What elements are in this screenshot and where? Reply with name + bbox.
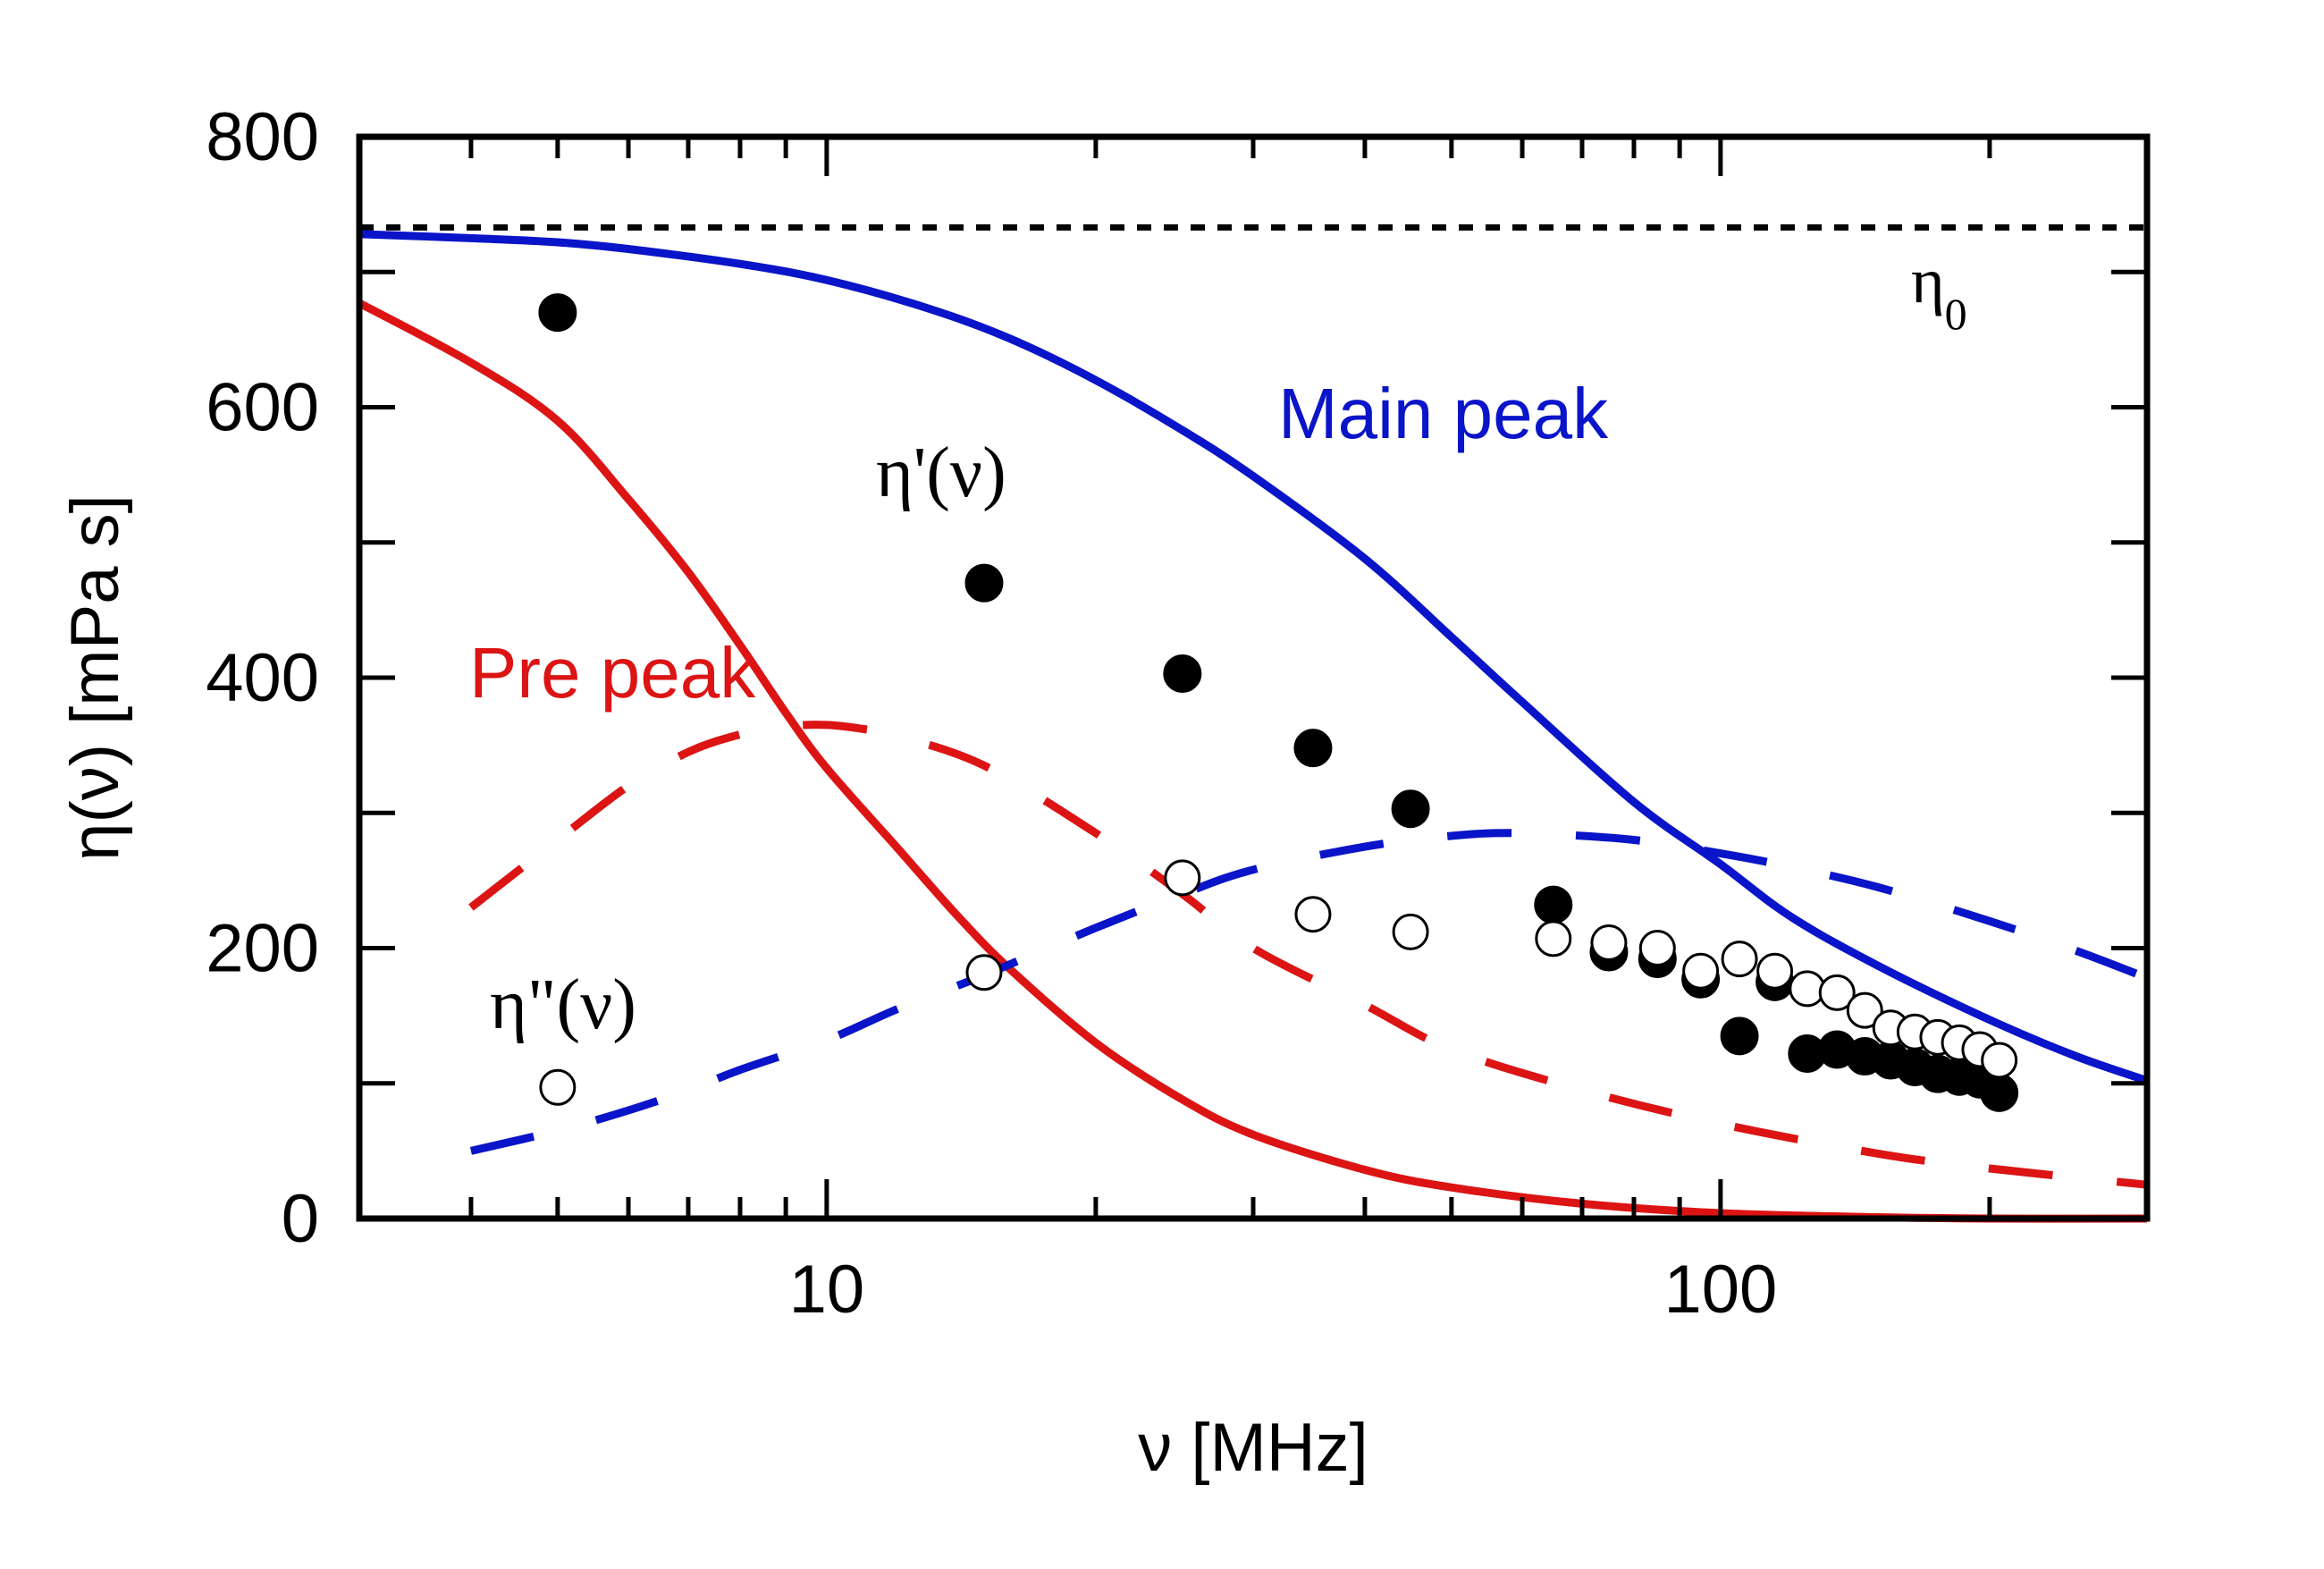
labels-layer: ν [MHz] η(ν) [mPa s] Main peak Pre peak … (57, 245, 1967, 1486)
eta-double-prime-point (1846, 991, 1883, 1029)
eta0-label: η0 (1911, 245, 1967, 339)
eta-double-prime-point (1756, 952, 1794, 990)
main-peak-label: Main peak (1278, 374, 1609, 453)
pre-peak-eta-prime-curve (357, 299, 2148, 1223)
points-layer (538, 293, 2019, 1112)
eta-double-prime-point (539, 1068, 577, 1106)
y-tick-label: 600 (206, 370, 319, 446)
eta-double-prime-point (1164, 859, 1201, 897)
eta-prime-point (1534, 885, 1573, 924)
eta-prime-point (1391, 789, 1430, 829)
eta-double-prime-point (965, 954, 1003, 991)
pre-peak-eta-double-prime-curve (468, 721, 2148, 1189)
eta-double-prime-point (1294, 896, 1332, 933)
eta-double-prime-point (1392, 913, 1429, 950)
eta-prime-point (964, 563, 1004, 603)
x-axis-label: ν [MHz] (1138, 1410, 1368, 1486)
y-tick-label: 400 (206, 640, 319, 716)
eta-prime-point (1980, 1073, 2019, 1112)
y-tick-label: 0 (282, 1181, 319, 1257)
eta-prime-point (1293, 729, 1333, 768)
eta0-symbol: η (1911, 245, 1945, 316)
eta-double-prime-point (1818, 974, 1856, 1011)
eta-prime-point (1720, 1016, 1759, 1056)
ticks-layer: 10 100 0 200 400 600 800 (206, 99, 2150, 1328)
x-tick-label: 10 (789, 1252, 865, 1328)
main-peak-eta-prime-curve (358, 230, 2149, 1084)
eta-prime-label: η'(ν) (876, 434, 1006, 512)
eta-double-prime-point (1638, 930, 1676, 966)
eta-double-prime-point (1682, 952, 1720, 990)
y-tick-label: 200 (206, 911, 319, 987)
eta-double-prime-point (1590, 924, 1628, 961)
eta0-subscript: 0 (1945, 289, 1967, 339)
curves-layer (357, 224, 2149, 1223)
eta-double-prime-point (1535, 920, 1572, 957)
pre-peak-label: Pre peak (469, 633, 756, 713)
eta-double-prime-point (1721, 941, 1758, 978)
x-tick-label: 100 (1663, 1252, 1777, 1328)
y-axis-label: η(ν) [mPa s] (57, 494, 133, 861)
eta-prime-point (1163, 654, 1202, 693)
main-peak-eta-double-prime-curve (469, 829, 2149, 1155)
eta-double-prime-point (1789, 970, 1826, 1008)
eta-double-prime-label: η"(ν) (490, 966, 636, 1044)
y-tick-label: 800 (206, 99, 319, 175)
eta-double-prime-point (1981, 1042, 2018, 1079)
eta-prime-point (538, 293, 577, 333)
